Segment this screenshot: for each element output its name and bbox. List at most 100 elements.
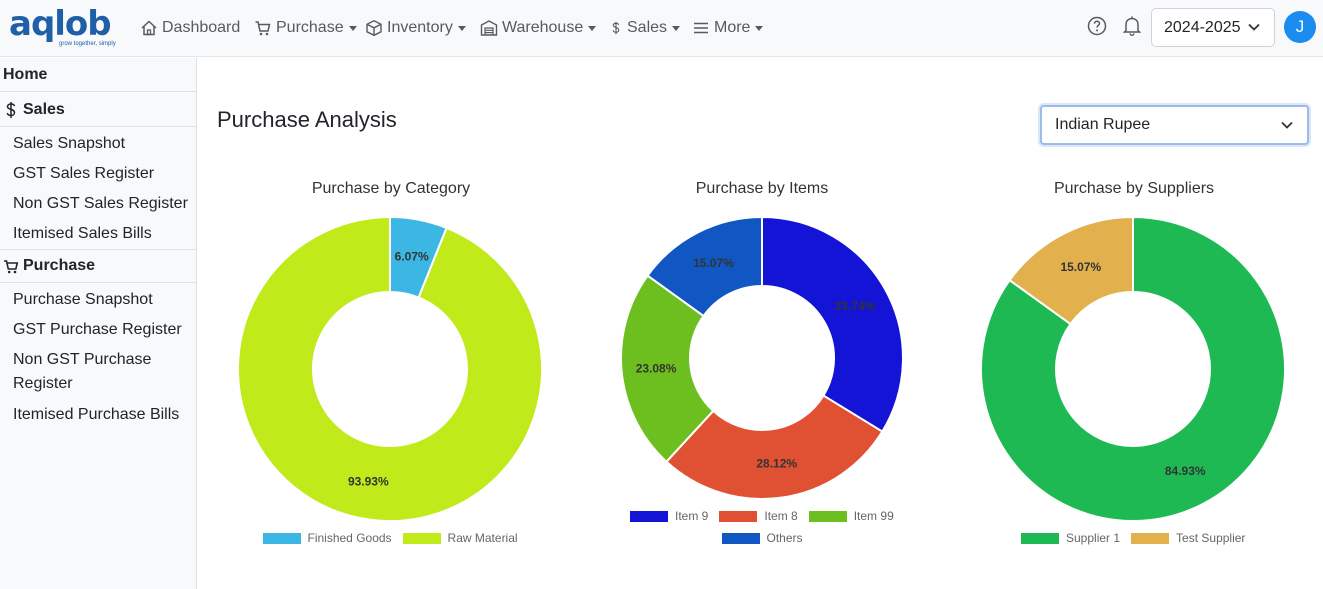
slice-item-8[interactable]	[665, 394, 884, 500]
legend-item-item-9[interactable]: Item 9	[630, 509, 708, 523]
chart-title-suppliers: Purchase by Suppliers	[1053, 180, 1215, 197]
chart-title-items: Purchase by Items	[695, 180, 829, 197]
slice-test-supplier[interactable]	[1008, 215, 1134, 326]
chevron-down-icon	[348, 25, 357, 31]
slice-item-99[interactable]	[620, 274, 715, 464]
nav-warehouse[interactable]: Warehouse	[480, 16, 597, 40]
sidebar-item-gst-purchase-register[interactable]: GST Purchase Register	[13, 321, 182, 338]
data-label-others: 15.07%	[693, 256, 734, 270]
chevron-down-icon	[1281, 121, 1293, 129]
box-icon	[366, 20, 382, 37]
sidebar-item-itemised-purchase-bills[interactable]: Itemised Purchase Bills	[13, 406, 180, 423]
sidebar-section-label: Sales	[23, 100, 65, 118]
slice-item-9[interactable]	[761, 215, 904, 433]
slice-supplier-1[interactable]	[980, 215, 1286, 522]
dollar-icon	[612, 21, 620, 35]
data-label-item-9: 33.74%	[835, 299, 876, 313]
chevron-down-icon	[1248, 23, 1260, 31]
logo-tagline: grow together, simply	[59, 41, 116, 47]
legend-label: Finished Goods	[307, 531, 392, 545]
sidebar-section-purchase[interactable]: Purchase	[0, 249, 196, 283]
nav-purchase[interactable]: Purchase	[254, 16, 357, 40]
legend-swatch	[262, 532, 301, 544]
year-select-value: 2024-2025	[1164, 18, 1241, 36]
sidebar-item-itemised-sales-bills[interactable]: Itemised Sales Bills	[13, 225, 152, 242]
nav-dashboard-label: Dashboard	[162, 19, 241, 36]
sidebar-item-non-gst-purchase-register-line2[interactable]: Register	[13, 375, 73, 392]
legend-label: Raw Material	[447, 531, 518, 545]
sidebar-item-home[interactable]: Home	[0, 58, 196, 92]
nav-inventory[interactable]: Inventory	[365, 16, 466, 40]
chevron-down-icon	[672, 25, 681, 31]
legend-label: Item 99	[853, 509, 894, 523]
legend-label: Test Supplier	[1176, 531, 1246, 545]
avatar-initial: J	[1295, 17, 1305, 36]
chart-legend: Supplier 1 Test Supplier	[1021, 531, 1245, 545]
legend-label: Others	[766, 531, 803, 545]
logo[interactable]: aqlob grow together, simply	[9, 4, 119, 50]
legend-item-item-99[interactable]: Item 99	[808, 509, 894, 523]
chevron-down-icon	[755, 25, 764, 31]
nav-sales[interactable]: Sales	[609, 16, 681, 40]
data-label-supplier-1: 84.93%	[1165, 464, 1206, 478]
avatar[interactable]: J	[1284, 11, 1316, 43]
sidebar-item-non-gst-purchase-register[interactable]: Non GST Purchase	[13, 351, 152, 368]
legend-item-supplier-1[interactable]: Supplier 1	[1021, 531, 1120, 545]
slice-others[interactable]	[646, 215, 763, 318]
data-label-item-99: 23.08%	[636, 362, 677, 376]
nav-sales-label: Sales	[627, 19, 668, 36]
legend-swatch	[1131, 532, 1170, 544]
warehouse-icon	[480, 20, 498, 36]
menu-icon	[694, 22, 708, 34]
bell-icon[interactable]	[1122, 15, 1142, 37]
nav-warehouse-label: Warehouse	[502, 19, 584, 36]
sidebar-item-gst-sales-register[interactable]: GST Sales Register	[13, 165, 155, 182]
chart-legend: Item 9 Item 8 Item 99	[630, 509, 894, 523]
year-select[interactable]: 2024-2025	[1151, 8, 1275, 47]
data-label-finished-goods: 6.07%	[395, 250, 429, 264]
logo-text: aqlob	[9, 4, 112, 44]
nav-more-label: More	[714, 19, 751, 36]
chevron-down-icon	[457, 25, 466, 31]
legend-swatch	[1021, 532, 1059, 544]
chevron-down-icon	[588, 25, 597, 31]
chart-legend: Others	[721, 531, 803, 545]
legend-label: Item 9	[675, 509, 709, 523]
nav-more[interactable]: More	[692, 16, 764, 40]
legend-swatch	[719, 510, 758, 522]
legend-swatch	[721, 532, 760, 544]
legend-label: Item 8	[764, 509, 798, 523]
sidebar-section-sales[interactable]: Sales	[0, 93, 196, 127]
legend-swatch	[808, 510, 847, 522]
data-label-raw-material: 93.93%	[348, 474, 389, 488]
currency-select[interactable]: Indian Rupee	[1040, 105, 1309, 145]
legend-label: Supplier 1	[1066, 531, 1121, 545]
sidebar-item-label: Home	[3, 65, 48, 83]
legend-swatch	[402, 532, 441, 544]
sidebar: Home Sales Sales Snapshot GST Sales Regi…	[0, 58, 197, 589]
help-icon[interactable]	[1087, 16, 1107, 36]
home-icon	[141, 20, 157, 36]
legend-item-raw-material[interactable]: Raw Material	[402, 531, 518, 545]
data-label-item-8: 28.12%	[756, 456, 797, 470]
sidebar-item-non-gst-sales-register[interactable]: Non GST Sales Register	[13, 195, 188, 212]
legend-item-others[interactable]: Others	[721, 531, 803, 545]
sidebar-item-purchase-snapshot[interactable]: Purchase Snapshot	[13, 291, 153, 308]
legend-item-finished-goods[interactable]: Finished Goods	[262, 531, 392, 545]
chart-legend: Finished Goods Raw Material	[262, 531, 518, 545]
currency-select-value: Indian Rupee	[1055, 116, 1151, 133]
nav-purchase-label: Purchase	[276, 19, 344, 36]
legend-item-test-supplier[interactable]: Test Supplier	[1131, 531, 1245, 545]
sidebar-section-label: Purchase	[23, 257, 96, 274]
sidebar-item-sales-snapshot[interactable]: Sales Snapshot	[13, 135, 126, 152]
chart-title-category: Purchase by Category	[311, 180, 471, 197]
cart-icon	[255, 21, 271, 36]
legend-item-item-8[interactable]: Item 8	[719, 509, 798, 523]
data-label-test-supplier: 15.07%	[1060, 260, 1101, 274]
slice-raw-material[interactable]	[237, 215, 543, 522]
nav-dashboard[interactable]: Dashboard	[140, 16, 240, 40]
legend-swatch	[630, 510, 668, 522]
page-title: Purchase Analysis	[217, 107, 397, 132]
cart-icon	[4, 260, 19, 274]
